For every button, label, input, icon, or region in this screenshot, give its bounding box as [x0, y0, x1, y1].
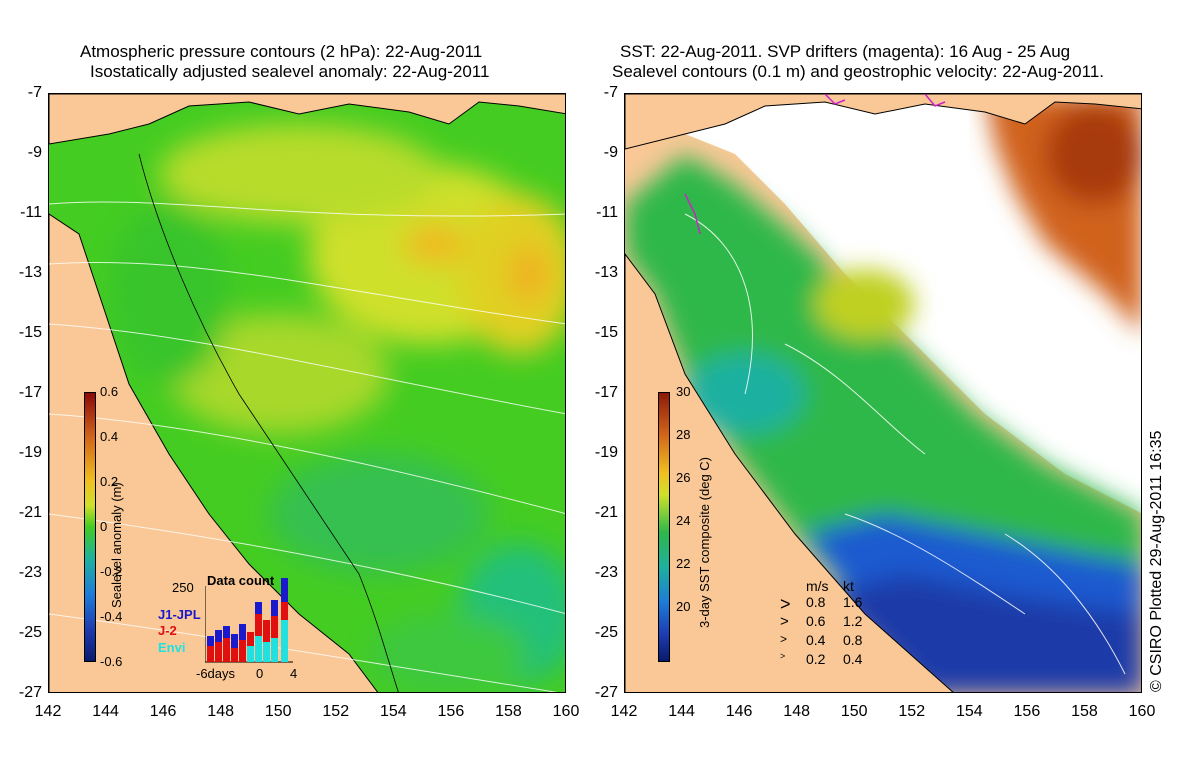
- speed-arrow-icon: >: [780, 632, 788, 646]
- lat-tick: -19: [594, 444, 618, 461]
- colorbar-tick: -0.4: [100, 609, 123, 624]
- colorbar-tick: 30: [676, 384, 691, 399]
- left-title-line1: Atmospheric pressure contours (2 hPa): 2…: [80, 42, 483, 61]
- colorbar-tick: 0.2: [100, 474, 119, 489]
- data-count-xlabel-left: -6days: [196, 666, 236, 681]
- lat-tick: -7: [603, 84, 618, 101]
- speed-ms: 0.4: [806, 632, 826, 648]
- sealevel-colorbar: [84, 392, 96, 662]
- lat-tick: -9: [603, 144, 618, 161]
- speed-arrow-icon: >: [780, 651, 786, 661]
- lon-tick: 156: [437, 703, 465, 720]
- colorbar-tick: 20: [676, 599, 691, 614]
- lon-tick: 142: [34, 703, 62, 720]
- sst-colorbar: [658, 392, 670, 662]
- lon-tick: 144: [668, 703, 695, 720]
- right-title-line2: Sealevel contours (0.1 m) and geostrophi…: [612, 62, 1105, 81]
- lon-tick: 158: [495, 703, 522, 720]
- colorbar-tick: 26: [676, 470, 691, 485]
- speed-kt: 1.2: [843, 613, 863, 629]
- sst-map: [624, 93, 1142, 693]
- left-title-line2: Isostatically adjusted sealevel anomaly:…: [90, 62, 490, 81]
- speed-kt: 0.4: [843, 651, 863, 667]
- lat-tick: -19: [18, 444, 42, 461]
- sealevel-anomaly-map: [48, 93, 566, 693]
- lon-tick: 160: [552, 703, 580, 720]
- data-count-xlabel-right: 4: [290, 666, 298, 681]
- speed-legend-kt-header: kt: [843, 578, 854, 594]
- lon-tick: 146: [725, 703, 753, 720]
- speed-ms: 0.2: [806, 651, 826, 667]
- lat-tick: -13: [594, 264, 618, 281]
- lat-tick: -21: [18, 504, 42, 521]
- lon-tick: 150: [840, 703, 868, 720]
- lat-tick: -9: [27, 144, 42, 161]
- speed-ms: 0.8: [806, 594, 826, 610]
- sst-colorbar-label: 3-day SST composite (deg C): [697, 457, 712, 628]
- lon-tick: 144: [92, 703, 119, 720]
- lon-tick: 154: [955, 703, 983, 720]
- lat-tick: -21: [594, 504, 618, 521]
- lon-tick: 152: [322, 703, 350, 720]
- lon-tick: 150: [264, 703, 292, 720]
- lat-tick: -27: [18, 684, 42, 701]
- speed-kt: 0.8: [843, 632, 863, 648]
- colorbar-tick: 0.6: [100, 384, 119, 399]
- lon-tick: 152: [898, 703, 926, 720]
- lon-tick: 158: [1071, 703, 1098, 720]
- lat-tick: -7: [27, 84, 42, 101]
- lat-tick: -23: [18, 564, 42, 581]
- right-title-line1: SST: 22-Aug-2011. SVP drifters (magenta)…: [620, 42, 1071, 61]
- lat-tick: -17: [594, 384, 618, 401]
- lon-tick: 156: [1013, 703, 1041, 720]
- lat-tick: -15: [594, 324, 618, 341]
- lat-tick: -25: [18, 624, 42, 641]
- data-count-title: Data count: [207, 573, 275, 588]
- data-count-ymax: 250: [172, 580, 194, 595]
- data-count-bars: [205, 578, 293, 663]
- sealevel-anomaly-map-graphic: [49, 94, 565, 692]
- lon-tick: 148: [783, 703, 810, 720]
- speed-legend-ms-header: m/s: [806, 578, 829, 594]
- colorbar-tick: 22: [676, 556, 691, 571]
- sst-map-graphic: [625, 94, 1141, 692]
- lat-tick: -27: [594, 684, 618, 701]
- lat-tick: -15: [18, 324, 42, 341]
- speed-arrow-icon: >: [780, 613, 789, 630]
- legend-j2: J-2: [158, 623, 177, 638]
- colorbar-tick: -0.6: [100, 654, 123, 669]
- lon-tick: 154: [379, 703, 407, 720]
- lat-tick: -11: [20, 204, 42, 221]
- colorbar-tick: -0.2: [100, 564, 123, 579]
- speed-kt: 1.6: [843, 594, 863, 610]
- lat-tick: -17: [18, 384, 42, 401]
- speed-ms: 0.6: [806, 613, 826, 629]
- colorbar-tick: 24: [676, 513, 691, 528]
- lon-tick: 148: [207, 703, 234, 720]
- lat-tick: -13: [18, 264, 42, 281]
- lon-tick: 146: [149, 703, 177, 720]
- colorbar-tick: 0.4: [100, 429, 119, 444]
- legend-j1-jpl: J1-JPL: [158, 607, 201, 622]
- lat-tick: -25: [594, 624, 618, 641]
- data-count-xlabel-mid: 0: [256, 666, 264, 681]
- lat-tick: -11: [596, 204, 618, 221]
- sealevel-colorbar-label: Sealevel anomaly (m): [109, 482, 124, 608]
- speed-arrow-icon: >: [780, 594, 791, 614]
- lon-tick: 142: [610, 703, 638, 720]
- colorbar-tick: 0: [100, 519, 108, 534]
- credit-text: © CSIRO Plotted 29-Aug-2011 16:35: [1148, 430, 1165, 692]
- lat-tick: -23: [594, 564, 618, 581]
- lon-tick: 160: [1128, 703, 1156, 720]
- legend-envi: Envi: [158, 640, 186, 655]
- colorbar-tick: 28: [676, 427, 691, 442]
